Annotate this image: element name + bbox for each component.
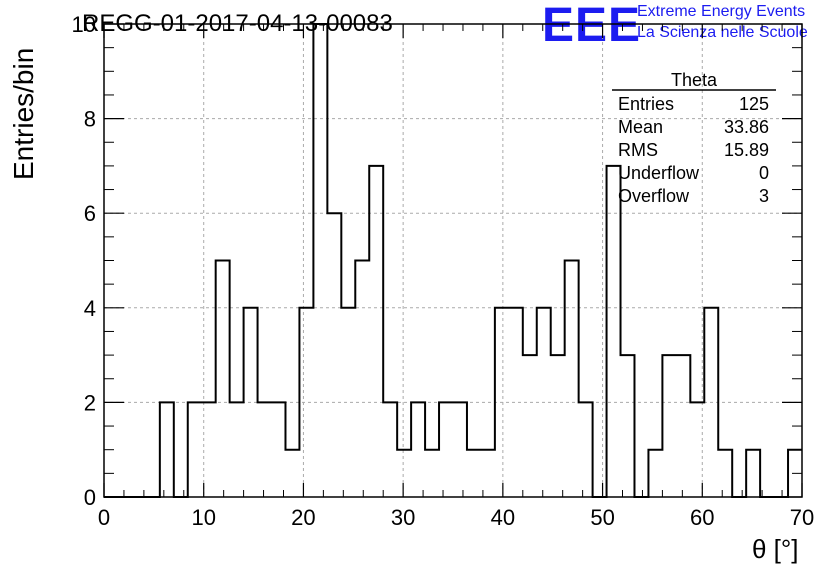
histogram-outline — [104, 23, 802, 498]
x-tick-label: 60 — [690, 505, 714, 530]
stats-row-value: 0 — [759, 163, 769, 183]
histogram-bin — [621, 355, 635, 497]
histogram-bin — [160, 402, 174, 497]
histogram-bin — [565, 261, 579, 498]
histogram-bin — [355, 261, 369, 498]
eee-logo: EEE — [542, 0, 642, 52]
histogram-bin — [467, 450, 481, 497]
y-tick-label: 10 — [72, 12, 96, 37]
y-tick-label: 0 — [84, 485, 96, 510]
stats-row-label: RMS — [618, 140, 658, 160]
stats-row-value: 15.89 — [724, 140, 769, 160]
x-tick-label: 20 — [291, 505, 315, 530]
histogram-bin — [676, 355, 690, 497]
histogram-bin — [258, 402, 272, 497]
histogram-bin — [216, 261, 230, 498]
histogram-bin — [341, 308, 355, 497]
histogram-bin — [397, 450, 411, 497]
stats-row-value: 33.86 — [724, 117, 769, 137]
grid-lines — [104, 24, 802, 497]
histogram-bin — [481, 450, 495, 497]
histogram-bin — [579, 402, 593, 497]
x-tick-label: 10 — [191, 505, 215, 530]
x-tick-label: 70 — [790, 505, 814, 530]
histogram-bin — [272, 402, 286, 497]
stats-row-label: Underflow — [618, 163, 700, 183]
x-tick-label: 30 — [391, 505, 415, 530]
histogram-bin — [551, 355, 565, 497]
histogram-bin — [439, 402, 453, 497]
histogram-bin — [188, 402, 202, 497]
histogram-bin — [383, 402, 397, 497]
y-tick-label: 6 — [84, 201, 96, 226]
y-tick-label: 8 — [84, 107, 96, 132]
y-tick-label: 2 — [84, 390, 96, 415]
x-tick-label: 50 — [590, 505, 614, 530]
histogram-bin — [411, 402, 425, 497]
histogram-bin — [662, 355, 676, 497]
x-tick-label: 0 — [98, 505, 110, 530]
histogram-bin — [230, 402, 244, 497]
histogram-bin — [453, 402, 467, 497]
histogram-bin — [313, 24, 327, 497]
histogram-bin — [369, 166, 383, 497]
histogram-bin — [327, 213, 341, 497]
stats-row-label: Entries — [618, 94, 674, 114]
plot-frame — [103, 23, 803, 498]
histogram-bin — [648, 450, 662, 497]
histogram-bin — [718, 450, 732, 497]
histogram-bin — [299, 308, 313, 497]
histogram-bin — [746, 450, 760, 497]
x-tick-label: 40 — [491, 505, 515, 530]
histogram-bin — [607, 166, 621, 497]
histogram-bin — [425, 450, 439, 497]
stats-row-label: Overflow — [618, 186, 690, 206]
stats-row-value: 125 — [739, 94, 769, 114]
y-tick-label: 4 — [84, 296, 96, 321]
axis-ticks — [103, 23, 803, 498]
stats-row-label: Mean — [618, 117, 663, 137]
eee-logo-line1: Extreme Energy Events — [637, 3, 806, 20]
histogram-bin — [523, 355, 537, 497]
stats-box: Theta Entries 125 Mean 33.86 RMS 15.89 Underflo… — [612, 70, 776, 206]
x-axis-title: θ [°] — [752, 534, 799, 564]
histogram-bars — [104, 23, 802, 498]
eee-logo-line2: La Scienza nelle Scuole — [637, 24, 808, 41]
stats-box-title: Theta — [671, 70, 718, 90]
histogram-bin — [285, 450, 299, 497]
stats-row-value: 3 — [759, 186, 769, 206]
